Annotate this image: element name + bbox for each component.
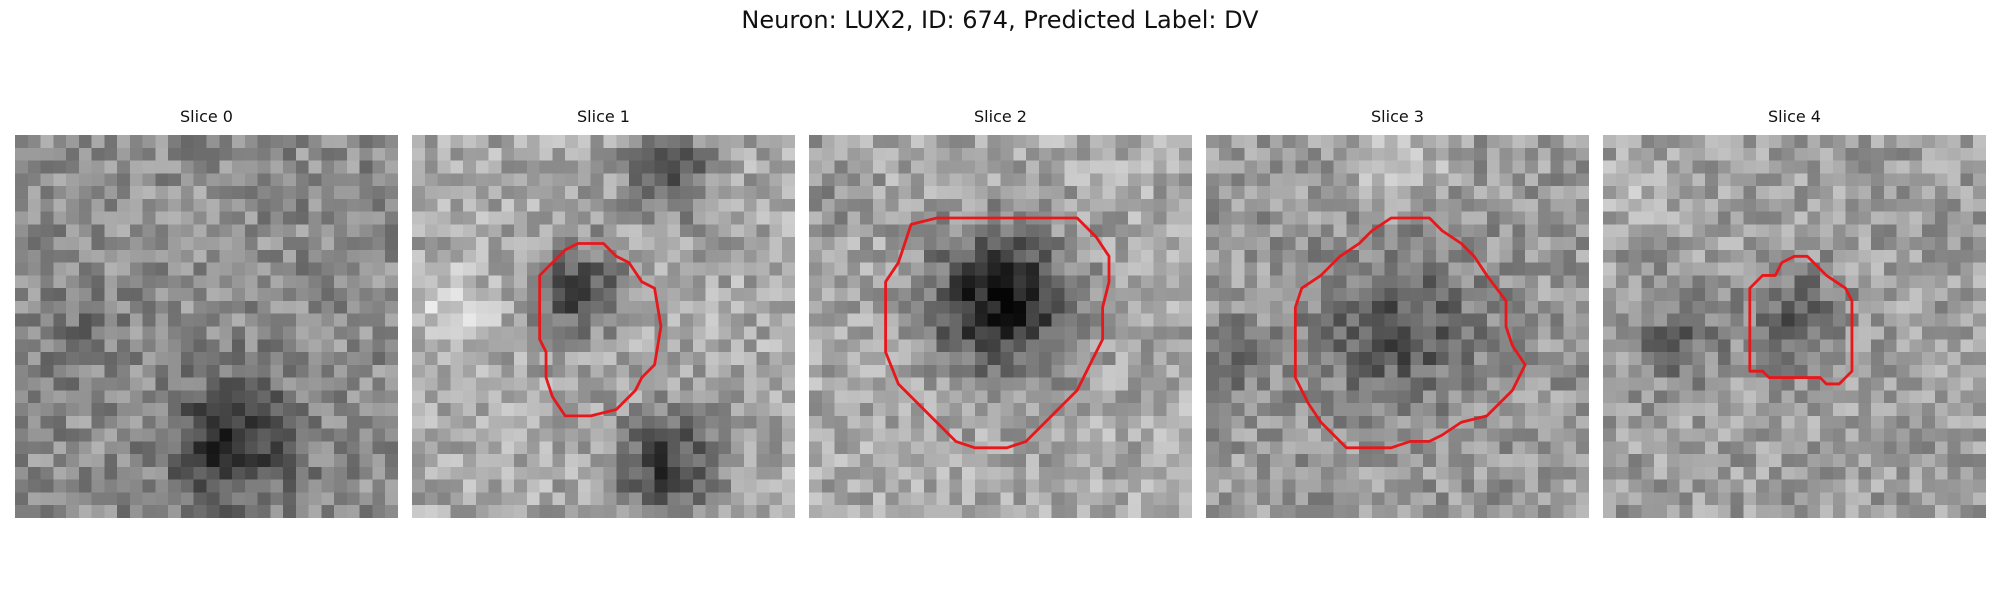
slice-panel-0: Slice 0 (15, 107, 398, 518)
slice-title-1: Slice 1 (577, 107, 630, 126)
roi-contour-4 (1748, 254, 1854, 386)
slice-panel-1: Slice 1 (412, 107, 795, 518)
slice-panel-4: Slice 4 (1603, 107, 1986, 518)
figure-title: Neuron: LUX2, ID: 674, Predicted Label: … (741, 6, 1259, 34)
roi-contour-1 (538, 242, 663, 418)
slice-title-3: Slice 3 (1371, 107, 1424, 126)
slice-image-2 (809, 135, 1192, 518)
slice-image-4 (1603, 135, 1986, 518)
slice-image-3 (1206, 135, 1589, 518)
slice-title-0: Slice 0 (180, 107, 233, 126)
slice-image-0 (15, 135, 398, 518)
slice-panel-2: Slice 2 (809, 107, 1192, 518)
roi-contour-3 (1293, 216, 1527, 450)
slice-title-2: Slice 2 (974, 107, 1027, 126)
slice-image-1 (412, 135, 795, 518)
slice-panel-3: Slice 3 (1206, 107, 1589, 518)
slice-title-4: Slice 4 (1768, 107, 1821, 126)
roi-contour-2 (884, 216, 1111, 450)
